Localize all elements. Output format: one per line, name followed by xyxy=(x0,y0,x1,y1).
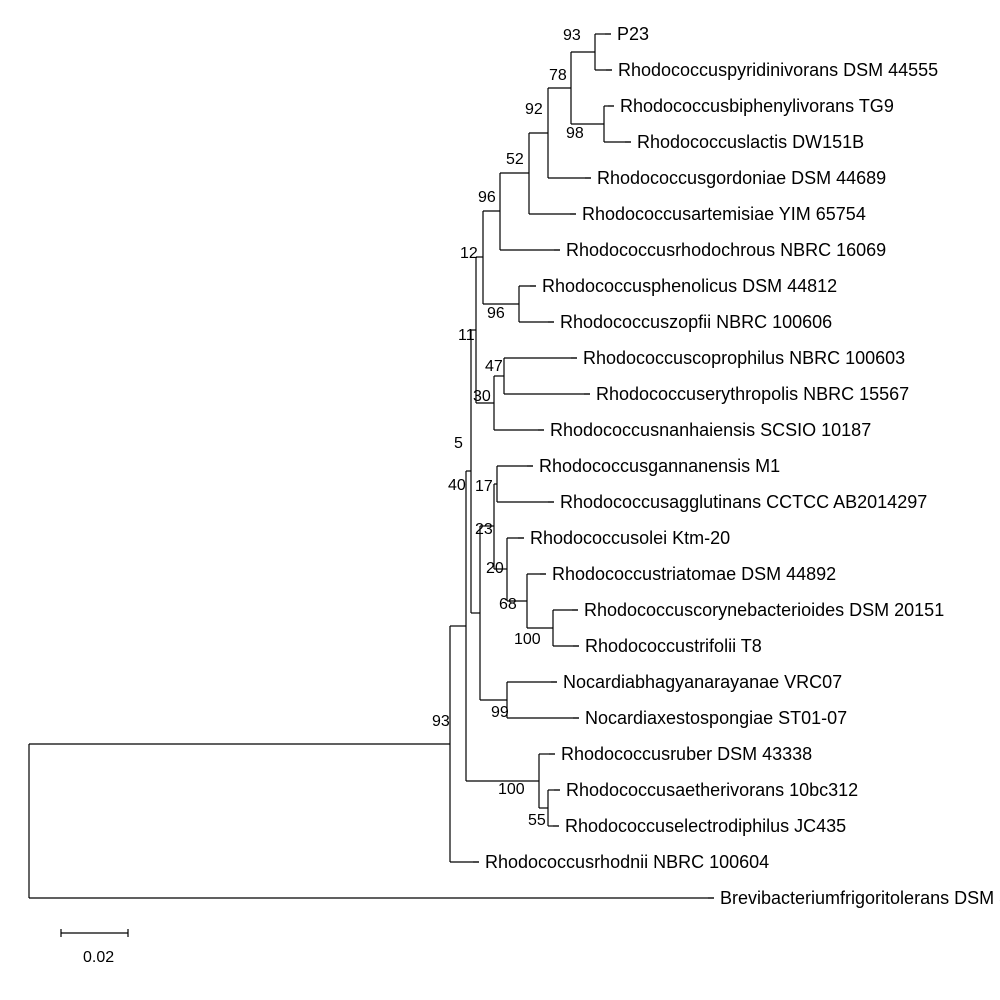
bootstrap-value: 99 xyxy=(491,704,509,721)
taxon-label: Rhodococcusolei Ktm-20 xyxy=(530,528,730,548)
taxon-label: Rhodococcuscoprophilus NBRC 100603 xyxy=(583,348,905,368)
taxon-label: Rhodococcuslactis DW151B xyxy=(637,132,864,152)
bootstrap-value: 78 xyxy=(549,67,567,84)
taxon-label: Rhodococcusaetherivorans 10bc312 xyxy=(566,780,858,800)
bootstrap-value: 47 xyxy=(485,358,503,375)
taxon-label: Brevibacteriumfrigoritolerans DSM 8801 xyxy=(720,888,1000,908)
taxon-label: Rhodococcusphenolicus DSM 44812 xyxy=(542,276,837,296)
bootstrap-value: 98 xyxy=(566,125,584,142)
taxon-label: Rhodococcusagglutinans CCTCC AB2014297 xyxy=(560,492,927,512)
taxon-label: Rhodococcusgannanensis M1 xyxy=(539,456,780,476)
bootstrap-value: 93 xyxy=(432,713,450,730)
bootstrap-value: 92 xyxy=(525,101,543,118)
phylogenetic-tree: 9398789252969612473011171006820239955510… xyxy=(0,0,1000,1000)
taxon-label: Rhodococcusrhodnii NBRC 100604 xyxy=(485,852,769,872)
bootstrap-value: 96 xyxy=(478,189,496,206)
scale-bar-label: 0.02 xyxy=(83,949,114,966)
taxon-label: Rhodococcusbiphenylivorans TG9 xyxy=(620,96,894,116)
taxon-label: Nocardiabhagyanarayanae VRC07 xyxy=(563,672,842,692)
bootstrap-value: 68 xyxy=(499,596,517,613)
bootstrap-value: 55 xyxy=(528,812,546,829)
taxon-label: Rhodococcustrifolii T8 xyxy=(585,636,762,656)
bootstrap-value: 5 xyxy=(454,435,463,452)
taxon-label: Rhodococcuszopfii NBRC 100606 xyxy=(560,312,832,332)
taxon-label: Rhodococcuspyridinivorans DSM 44555 xyxy=(618,60,938,80)
taxon-label: Rhodococcuserythropolis NBRC 15567 xyxy=(596,384,909,404)
bootstrap-value: 17 xyxy=(475,478,493,495)
taxon-label: P23 xyxy=(617,24,649,44)
taxon-label: Rhodococcuscorynebacterioides DSM 20151 xyxy=(584,600,944,620)
taxon-label: Rhodococcusrhodochrous NBRC 16069 xyxy=(566,240,886,260)
taxon-label: Nocardiaxestospongiae ST01-07 xyxy=(585,708,847,728)
bootstrap-value: 40 xyxy=(448,477,466,494)
taxon-label: Rhodococcustriatomae DSM 44892 xyxy=(552,564,836,584)
taxon-label: Rhodococcusartemisiae YIM 65754 xyxy=(582,204,866,224)
taxon-label: Rhodococcusnanhaiensis SCSIO 10187 xyxy=(550,420,871,440)
bootstrap-value: 12 xyxy=(460,245,478,262)
bootstrap-value: 100 xyxy=(498,781,525,798)
bootstrap-value: 23 xyxy=(475,521,493,538)
taxon-label: Rhodococcuselectrodiphilus JC435 xyxy=(565,816,846,836)
bootstrap-value: 93 xyxy=(563,27,581,44)
bootstrap-value: 96 xyxy=(487,305,505,322)
bootstrap-value: 100 xyxy=(514,631,541,648)
taxon-label: Rhodococcusgordoniae DSM 44689 xyxy=(597,168,886,188)
taxon-label: Rhodococcusruber DSM 43338 xyxy=(561,744,812,764)
bootstrap-value: 52 xyxy=(506,151,524,168)
